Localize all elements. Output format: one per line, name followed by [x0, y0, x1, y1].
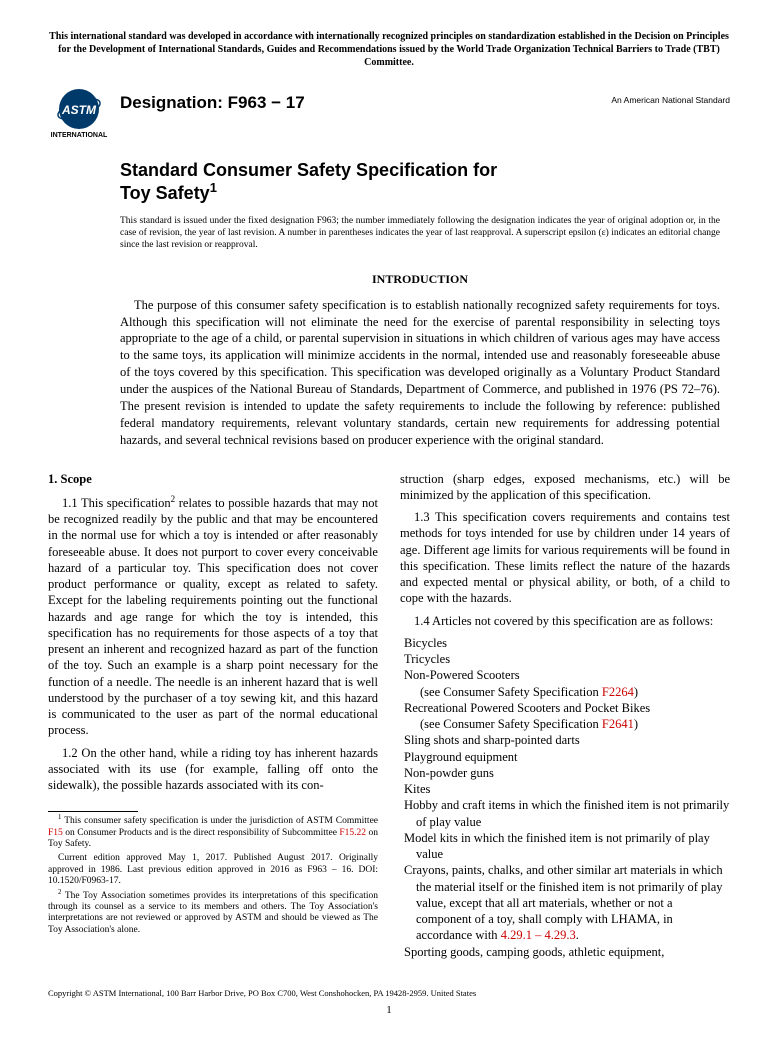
para-1-1: 1.1 This specification2 relates to possi… [48, 495, 378, 739]
title-line1: Standard Consumer Safety Specification f… [120, 160, 497, 180]
header-row: ASTM INTERNATIONAL Designation: F963 − 1… [48, 87, 730, 139]
list-item: Model kits in which the finished item is… [404, 830, 730, 863]
list-item: Non-powder guns [404, 765, 730, 781]
intro-heading: INTRODUCTION [120, 272, 720, 287]
document-title: Standard Consumer Safety Specification f… [120, 159, 720, 204]
para-1-3: 1.3 This specification covers requiremen… [400, 509, 730, 607]
title-sup: 1 [210, 180, 217, 195]
fn1b: on Consumer Products and is the direct r… [63, 828, 340, 838]
p11b: relates to possible hazards that may not… [48, 496, 378, 738]
title-block: Standard Consumer Safety Specification f… [120, 159, 720, 449]
svg-text:ASTM: ASTM [61, 103, 97, 117]
list-item: Sling shots and sharp-pointed darts [404, 732, 730, 748]
title-line2: Toy Safety [120, 183, 210, 203]
scope-heading: 1. Scope [48, 471, 378, 487]
p11a: 1.1 This specification [62, 496, 171, 510]
svg-text:INTERNATIONAL: INTERNATIONAL [51, 132, 108, 139]
ans-label: An American National Standard [611, 95, 730, 105]
i11b: . [576, 928, 579, 942]
astm-logo: ASTM INTERNATIONAL [48, 87, 110, 139]
para-1-2-right: struction (sharp edges, exposed mechanis… [400, 471, 730, 504]
footnote-1: 1 This consumer safety specification is … [48, 816, 378, 850]
sub-close: ) [634, 685, 638, 699]
top-notice: This international standard was develope… [48, 30, 730, 69]
fn2-text: The Toy Association sometimes provides i… [48, 891, 378, 935]
sub-text: (see Consumer Safety Specification [420, 685, 602, 699]
document-page: This international standard was develope… [0, 0, 778, 1036]
list-item: Sporting goods, camping goods, athletic … [404, 944, 730, 960]
link-f2641[interactable]: F2641 [602, 717, 634, 731]
list-item: Hobby and craft items in which the finis… [404, 797, 730, 830]
intro-body: The purpose of this consumer safety spec… [120, 297, 720, 449]
link-4291[interactable]: 4.29.1 – 4.29.3 [501, 928, 576, 942]
issuance-note: This standard is issued under the fixed … [120, 216, 720, 252]
list-item: Playground equipment [404, 749, 730, 765]
list-item: Kites [404, 781, 730, 797]
designation: Designation: F963 − 17 [120, 87, 305, 113]
list-item: Non-Powered Scooters [404, 667, 730, 683]
page-number: 1 [48, 1004, 730, 1016]
footnote-1d: Current edition approved May 1, 2017. Pu… [48, 853, 378, 887]
body-columns: 1. Scope 1.1 This specification2 relates… [48, 471, 730, 960]
para-1-2-left: 1.2 On the other hand, while a riding to… [48, 745, 378, 794]
fn1-link-f1522[interactable]: F15.22 [339, 828, 366, 838]
link-f2264[interactable]: F2264 [602, 685, 634, 699]
list-sub: (see Consumer Safety Specification F2641… [404, 716, 730, 732]
copyright: Copyright © ASTM International, 100 Barr… [48, 988, 730, 998]
right-column: struction (sharp edges, exposed mechanis… [400, 471, 730, 960]
list-item: Recreational Powered Scooters and Pocket… [404, 700, 730, 716]
footnote-2: 2 The Toy Association sometimes provides… [48, 891, 378, 937]
left-column: 1. Scope 1.1 This specification2 relates… [48, 471, 378, 960]
sub-text: (see Consumer Safety Specification [420, 717, 602, 731]
exclusion-list: Bicycles Tricycles Non-Powered Scooters … [404, 635, 730, 960]
fn1-link-f15[interactable]: F15 [48, 828, 63, 838]
list-item: Tricycles [404, 651, 730, 667]
sub-close: ) [634, 717, 638, 731]
list-item: Bicycles [404, 635, 730, 651]
para-1-4-intro: 1.4 Articles not covered by this specifi… [400, 613, 730, 629]
footnote-rule [48, 811, 138, 812]
list-item: Crayons, paints, chalks, and other simil… [404, 862, 730, 943]
fn1a: This consumer safety specification is un… [61, 816, 378, 826]
list-sub: (see Consumer Safety Specification F2264… [404, 684, 730, 700]
